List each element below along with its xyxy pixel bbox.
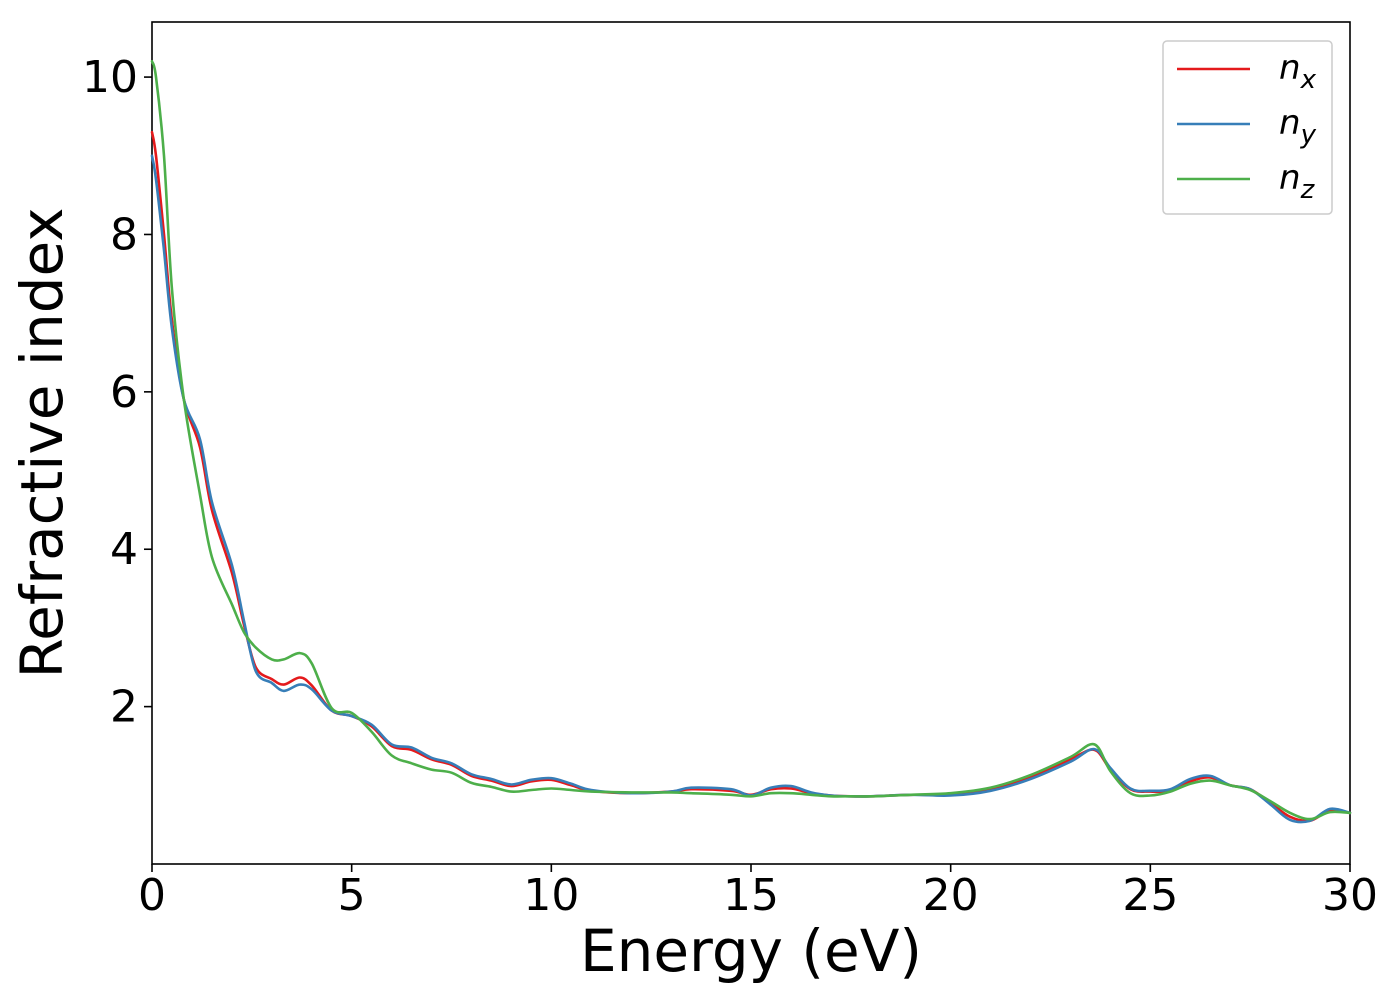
legend-label-y: ny xyxy=(1279,103,1317,150)
x-tick-label: 10 xyxy=(523,870,579,921)
series-line-x xyxy=(150,130,1352,823)
y-tick-label: 4 xyxy=(110,524,138,575)
legend-label-x: nx xyxy=(1279,48,1317,95)
x-tick-label: 15 xyxy=(723,870,779,921)
legend-label-subscript: x xyxy=(1300,65,1317,95)
y-tick-label: 6 xyxy=(110,367,138,418)
legend-label-z: nz xyxy=(1279,158,1316,205)
legend-label-base: n xyxy=(1279,158,1301,198)
series-line-z xyxy=(150,60,1352,821)
x-tick-label: 20 xyxy=(923,870,979,921)
y-axis-label: Refractive index xyxy=(8,207,76,678)
y-tick-label: 10 xyxy=(82,52,138,103)
legend-label-subscript: z xyxy=(1300,175,1316,205)
x-tick-label: 5 xyxy=(338,870,366,921)
y-axis-ticks: 2 4 6 8 10 xyxy=(82,52,152,733)
x-axis-label: Energy (eV) xyxy=(580,917,922,985)
x-tick-label: 0 xyxy=(138,870,166,921)
series-line-y xyxy=(150,154,1352,824)
series-layer xyxy=(150,60,1352,824)
x-axis-ticks: 0 5 10 15 20 25 30 xyxy=(138,864,1378,921)
y-tick-label: 2 xyxy=(110,682,138,733)
x-tick-label: 30 xyxy=(1322,870,1378,921)
legend-label-base: n xyxy=(1279,48,1301,88)
legend-label-base: n xyxy=(1279,103,1301,143)
y-tick-label: 8 xyxy=(110,209,138,260)
legend-label-subscript: y xyxy=(1300,120,1317,150)
x-tick-label: 25 xyxy=(1122,870,1178,921)
legend-frame xyxy=(1162,40,1333,215)
